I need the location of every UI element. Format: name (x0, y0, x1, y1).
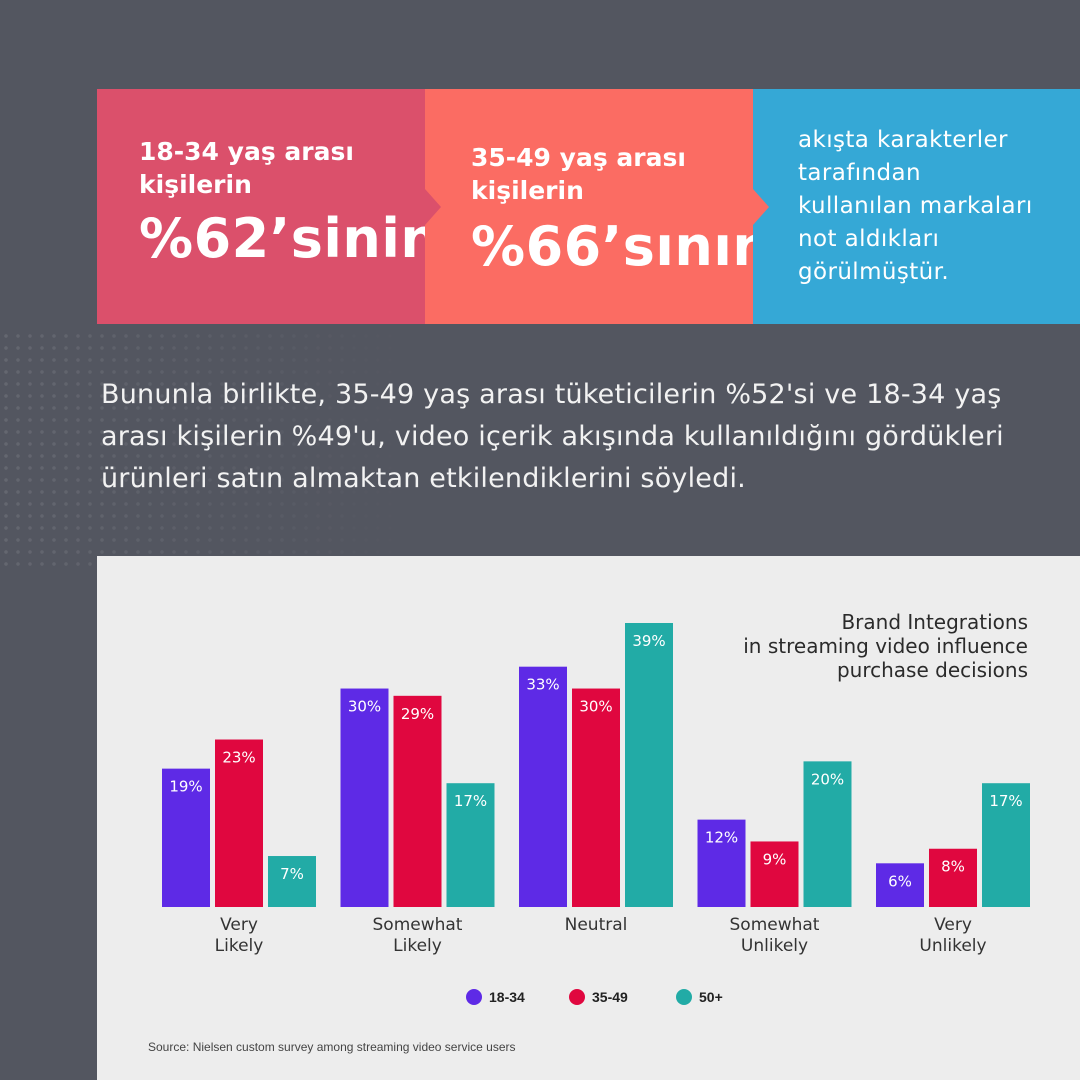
bar-value-label: 12% (705, 829, 738, 847)
chart-card: Brand Integrations in streaming video in… (97, 556, 1080, 1080)
legend-marker-35-49 (569, 989, 585, 1005)
bar-value-label: 20% (811, 770, 844, 788)
legend-label-18-34: 18-34 (489, 989, 525, 1005)
dot-pattern-decoration (0, 330, 420, 570)
legend-label-50+: 50+ (699, 989, 723, 1005)
bar-value-label: 30% (579, 698, 612, 716)
bar-50+ (982, 783, 1030, 907)
x-axis-tick-label: Somewhat Unlikely (730, 915, 820, 956)
bar-value-label: 6% (888, 872, 912, 890)
stat-panel-18-34-label: 18-34 yaş arası kişilerin (139, 137, 354, 199)
bar-value-label: 29% (401, 705, 434, 723)
stats-banner: 18-34 yaş arası kişilerin %62’sinin 35-4… (97, 89, 1080, 324)
bar-18-34 (340, 688, 389, 907)
bar-value-label: 23% (222, 749, 255, 767)
bar-50+ (446, 783, 495, 907)
bar-value-label: 7% (280, 865, 304, 883)
x-axis-tick-label-line: Likely (393, 936, 442, 956)
bar-18-34 (697, 819, 746, 907)
stat-panel-conclusion-text: akışta karakterler tarafından kullanılan… (798, 127, 1033, 285)
bar-value-label: 17% (989, 792, 1022, 810)
x-axis-tick-label: Somewhat Likely (373, 915, 463, 956)
x-axis-tick-label: Very Unlikely (919, 915, 986, 956)
bar-35-49 (572, 688, 620, 907)
x-axis-tick-label: Neutral (565, 915, 628, 935)
bar-35-49 (393, 695, 442, 907)
bar-value-label: 39% (632, 632, 665, 650)
bar-value-label: 30% (348, 698, 381, 716)
bar-35-49 (750, 841, 799, 907)
x-axis-tick-label-line: Unlikely (741, 936, 808, 956)
stat-panel-18-34-value: %62’sinin (139, 207, 440, 270)
bar-50+ (625, 623, 673, 907)
arrow-right-icon (753, 188, 769, 225)
bar-18-34 (519, 666, 567, 907)
legend-marker-50+ (676, 989, 692, 1005)
stat-panel-35-49-label: 35-49 yaş arası kişilerin (471, 143, 686, 205)
bar-18-34 (876, 863, 924, 907)
x-axis-tick-label-line: Somewhat (730, 915, 820, 935)
bar-value-label: 9% (763, 850, 787, 868)
stat-panel-conclusion: akışta karakterler tarafından kullanılan… (753, 89, 1080, 324)
bar-value-label: 8% (941, 858, 965, 876)
bar-50+ (268, 856, 316, 907)
x-axis-tick-label: Very Likely (215, 915, 264, 956)
x-axis-tick-label-line: Somewhat (373, 915, 463, 935)
bar-value-label: 19% (169, 778, 202, 796)
bar-value-label: 33% (526, 676, 559, 694)
stat-panel-35-49: 35-49 yaş arası kişilerin %66’sının (425, 89, 771, 324)
x-axis-tick-label-line: Unlikely (919, 936, 986, 956)
x-axis-tick-label-line: Very (934, 915, 972, 935)
x-axis-tick-label-line: Neutral (565, 915, 628, 935)
legend-marker-18-34 (466, 989, 482, 1005)
bar-50+ (803, 761, 852, 907)
chart-title: Brand Integrations in streaming video in… (743, 610, 1028, 682)
x-axis-tick-label-line: Very (220, 915, 258, 935)
stat-panel-35-49-value: %66’sının (471, 215, 772, 278)
chart-source-note: Source: Nielsen custom survey among stre… (148, 1040, 516, 1054)
bar-35-49 (215, 739, 263, 907)
stat-panel-18-34: 18-34 yaş arası kişilerin %62’sinin (97, 89, 441, 324)
legend-label-35-49: 35-49 (592, 989, 628, 1005)
bar-18-34 (162, 768, 210, 907)
statement-paragraph: Bununla birlikte, 35-49 yaş arası tüketi… (101, 379, 1004, 494)
bar-value-label: 17% (454, 792, 487, 810)
x-axis-tick-label-line: Likely (215, 936, 264, 956)
bar-35-49 (929, 848, 977, 907)
arrow-right-icon (425, 188, 441, 225)
